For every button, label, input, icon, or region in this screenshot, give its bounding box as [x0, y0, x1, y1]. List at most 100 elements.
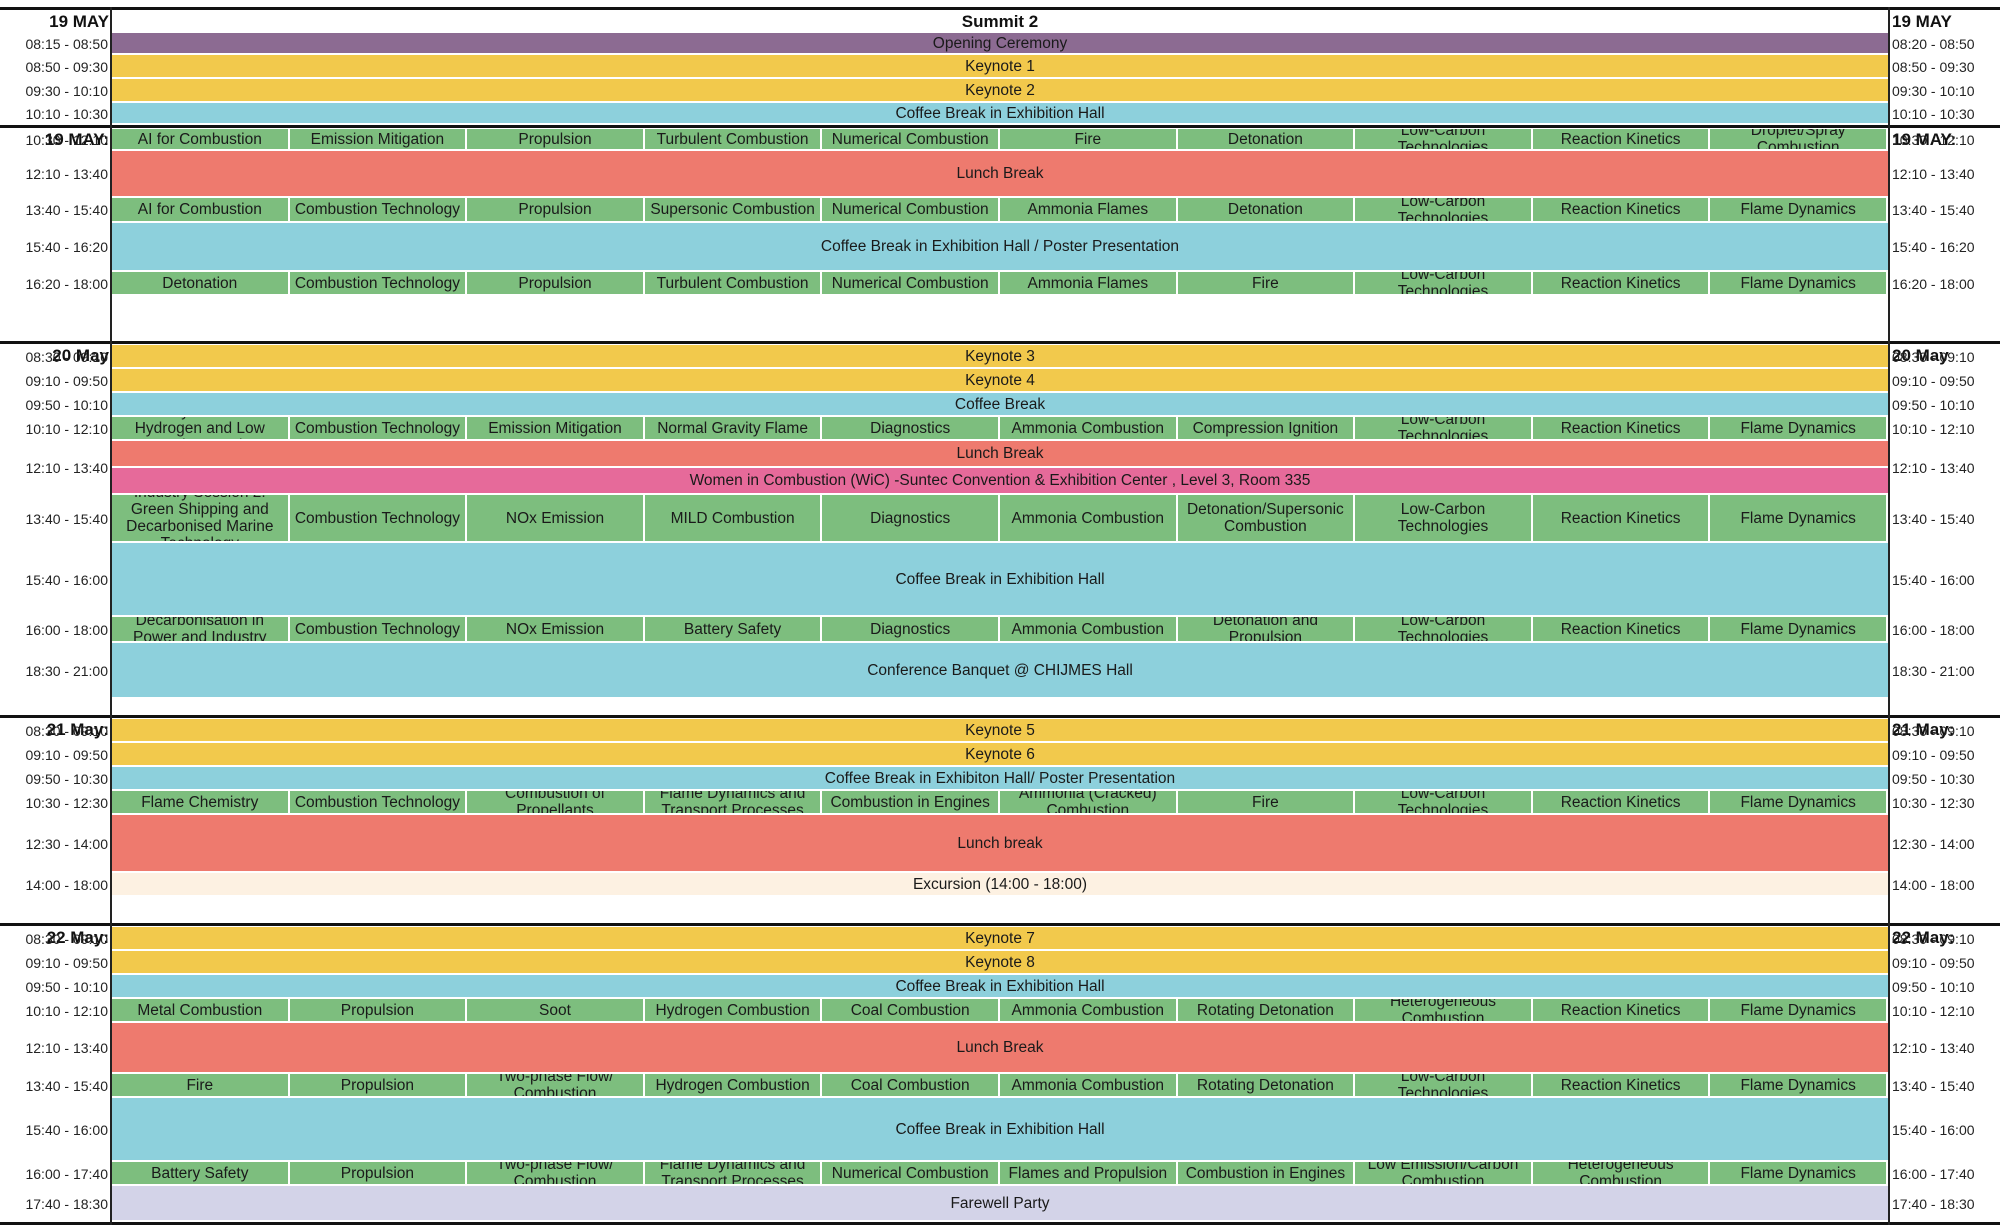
session-cell[interactable]: Ammonia Combustion — [1000, 1074, 1178, 1098]
session-cell[interactable]: AI for Combustion — [112, 198, 290, 223]
session-cell[interactable]: Hydrogen Combustion — [644, 999, 823, 1023]
session-cell[interactable]: Combustion Technology — [289, 791, 468, 815]
session-cell[interactable]: Industry Session 2: Green Shipping and D… — [112, 495, 290, 543]
session-cell[interactable]: Reaction Kinetics — [1532, 417, 1711, 441]
session-cell[interactable]: Propulsion — [289, 1074, 468, 1098]
session-cell[interactable]: Normal Gravity Flame — [644, 417, 823, 441]
session-cell[interactable]: Industry Session 1: Hydrogen and Low Car… — [112, 417, 290, 441]
session-cell[interactable]: Diagnostics — [822, 417, 1000, 441]
session-cell[interactable]: Droplet/Spray Combustion — [1710, 129, 1888, 151]
session-cell[interactable]: Reaction Kinetics — [1532, 1074, 1711, 1098]
session-cell[interactable]: Industry Session 3: Decarbonisation in P… — [112, 617, 290, 643]
session-cell[interactable]: Diagnostics — [822, 617, 1000, 643]
session-cell[interactable]: Ammonia Flames — [1000, 272, 1178, 296]
session-cell[interactable]: Emission Mitigation — [467, 417, 645, 441]
session-cell[interactable]: Reaction Kinetics — [1532, 129, 1711, 151]
session-cell[interactable]: MILD Combustion — [644, 495, 823, 543]
session-cell[interactable]: Flame Chemistry — [112, 791, 290, 815]
session-cell[interactable]: Flame Dynamics and Transport Processes — [644, 791, 823, 815]
session-cell[interactable]: Flame Dynamics — [1710, 198, 1888, 223]
session-cell[interactable]: Flame Dynamics — [1710, 272, 1888, 296]
session-cell[interactable]: Ammonia Flames — [1000, 198, 1178, 223]
session-cell[interactable]: Numerical Combustion — [822, 198, 1000, 223]
session-cell[interactable]: Low-Carbon Technologies — [1355, 791, 1533, 815]
session-cell[interactable]: Combustion in Engines — [1177, 1162, 1356, 1186]
session-cell[interactable]: Metal Combustion — [112, 999, 290, 1023]
session-cell[interactable]: Flame Dynamics — [1710, 617, 1888, 643]
session-cell[interactable]: Coal Combustion — [822, 1074, 1000, 1098]
session-cell[interactable]: Reaction Kinetics — [1532, 495, 1711, 543]
session-cell[interactable]: Numerical Combustion — [822, 272, 1000, 296]
session-cell[interactable]: Propulsion — [289, 1162, 468, 1186]
session-cell[interactable]: Combustion Technology — [289, 198, 468, 223]
session-cell[interactable]: Flame Dynamics — [1710, 999, 1888, 1023]
session-cell[interactable]: Ammonia Combustion — [1000, 495, 1178, 543]
session-cell[interactable]: Ammonia (Cracked) Combustion — [1000, 791, 1178, 815]
session-cell[interactable]: Coal Combustion — [822, 999, 1000, 1023]
session-cell[interactable]: Fire — [1000, 129, 1178, 151]
session-cell[interactable]: Hydrogen Combustion — [644, 1074, 823, 1098]
session-cell[interactable]: Two-phase Flow/ Combustion — [467, 1162, 645, 1186]
session-cell[interactable]: Fire — [1177, 272, 1356, 296]
session-cell[interactable]: Detonation — [1177, 129, 1356, 151]
session-cell[interactable]: Flame Dynamics — [1710, 495, 1888, 543]
session-cell[interactable]: Ammonia Combustion — [1000, 417, 1178, 441]
session-cell[interactable]: Numerical Combustion — [822, 129, 1000, 151]
session-cell[interactable]: Compression Ignition — [1177, 417, 1356, 441]
session-cell[interactable]: Flame Dynamics — [1710, 1074, 1888, 1098]
session-cell[interactable]: Combustion of Propellants — [467, 791, 645, 815]
session-cell[interactable]: Two-phase Flow/ Combustion — [467, 1074, 645, 1098]
session-cell[interactable]: Low Emission/Carbon Combustion — [1355, 1162, 1533, 1186]
session-cell[interactable]: NOx Emission — [467, 617, 645, 643]
session-cell[interactable]: Detonation and Propulsion — [1177, 617, 1356, 643]
session-cell[interactable]: Ammonia Combustion — [1000, 617, 1178, 643]
session-cell[interactable]: Low-Carbon Technologies — [1355, 272, 1533, 296]
session-cell[interactable]: Propulsion — [467, 129, 645, 151]
session-cell[interactable]: Battery Safety — [644, 617, 823, 643]
session-cell[interactable]: Low-Carbon Technologies — [1355, 1074, 1533, 1098]
session-cell[interactable]: Detonation — [1177, 198, 1356, 223]
session-cell[interactable]: Fire — [1177, 791, 1356, 815]
session-cell[interactable]: Low-Carbon Technologies — [1355, 495, 1533, 543]
session-cell[interactable]: Flame Dynamics — [1710, 1162, 1888, 1186]
session-cell[interactable]: Heterogeneous Combustion — [1532, 1162, 1711, 1186]
session-cell[interactable]: Reaction Kinetics — [1532, 272, 1711, 296]
session-cell[interactable]: Reaction Kinetics — [1532, 999, 1711, 1023]
session-cell[interactable]: Reaction Kinetics — [1532, 791, 1711, 815]
session-cell[interactable]: AI for Combustion — [112, 129, 290, 151]
session-cell[interactable]: Combustion Technology — [289, 417, 468, 441]
session-cell[interactable]: Combustion Technology — [289, 495, 468, 543]
session-cell[interactable]: Detonation — [112, 272, 290, 296]
session-cell[interactable]: Low-Carbon Technologies — [1355, 617, 1533, 643]
session-cell[interactable]: Combustion Technology — [289, 272, 468, 296]
session-cell[interactable]: Fire — [112, 1074, 290, 1098]
session-cell[interactable]: Numerical Combustion — [822, 1162, 1000, 1186]
session-cell[interactable]: Rotating Detonation — [1177, 1074, 1356, 1098]
session-cell[interactable]: Emission Mitigation — [289, 129, 468, 151]
session-cell[interactable]: Low-Carbon Technologies — [1355, 417, 1533, 441]
session-cell[interactable]: Flame Dynamics — [1710, 417, 1888, 441]
session-cell[interactable]: Ammonia Combustion — [1000, 999, 1178, 1023]
session-cell[interactable]: Combustion Technology — [289, 617, 468, 643]
session-cell[interactable]: Low-Carbon Technologies — [1355, 129, 1533, 151]
session-cell[interactable]: Battery Safety — [112, 1162, 290, 1186]
session-cell[interactable]: Turbulent Combustion — [644, 272, 823, 296]
session-cell[interactable]: NOx Emission — [467, 495, 645, 543]
session-cell[interactable]: Propulsion — [289, 999, 468, 1023]
session-cell[interactable]: Propulsion — [467, 198, 645, 223]
session-cell[interactable]: Low-Carbon Technologies — [1355, 198, 1533, 223]
session-cell[interactable]: Heterogeneous Combustion — [1355, 999, 1533, 1023]
session-cell[interactable]: Reaction Kinetics — [1532, 198, 1711, 223]
session-cell[interactable]: Combustion in Engines — [822, 791, 1000, 815]
session-cell[interactable]: Flame Dynamics and Transport Processes — [644, 1162, 823, 1186]
session-cell[interactable]: Rotating Detonation — [1177, 999, 1356, 1023]
session-cell[interactable]: Turbulent Combustion — [644, 129, 823, 151]
session-cell[interactable]: Reaction Kinetics — [1532, 617, 1711, 643]
session-cell[interactable]: Propulsion — [467, 272, 645, 296]
session-cell[interactable]: Soot — [467, 999, 645, 1023]
session-cell[interactable]: Supersonic Combustion — [644, 198, 823, 223]
session-cell[interactable]: Flame Dynamics — [1710, 791, 1888, 815]
session-cell[interactable]: Flames and Propulsion — [1000, 1162, 1178, 1186]
session-cell[interactable]: Detonation/Supersonic Combustion — [1177, 495, 1356, 543]
session-cell[interactable]: Diagnostics — [822, 495, 1000, 543]
